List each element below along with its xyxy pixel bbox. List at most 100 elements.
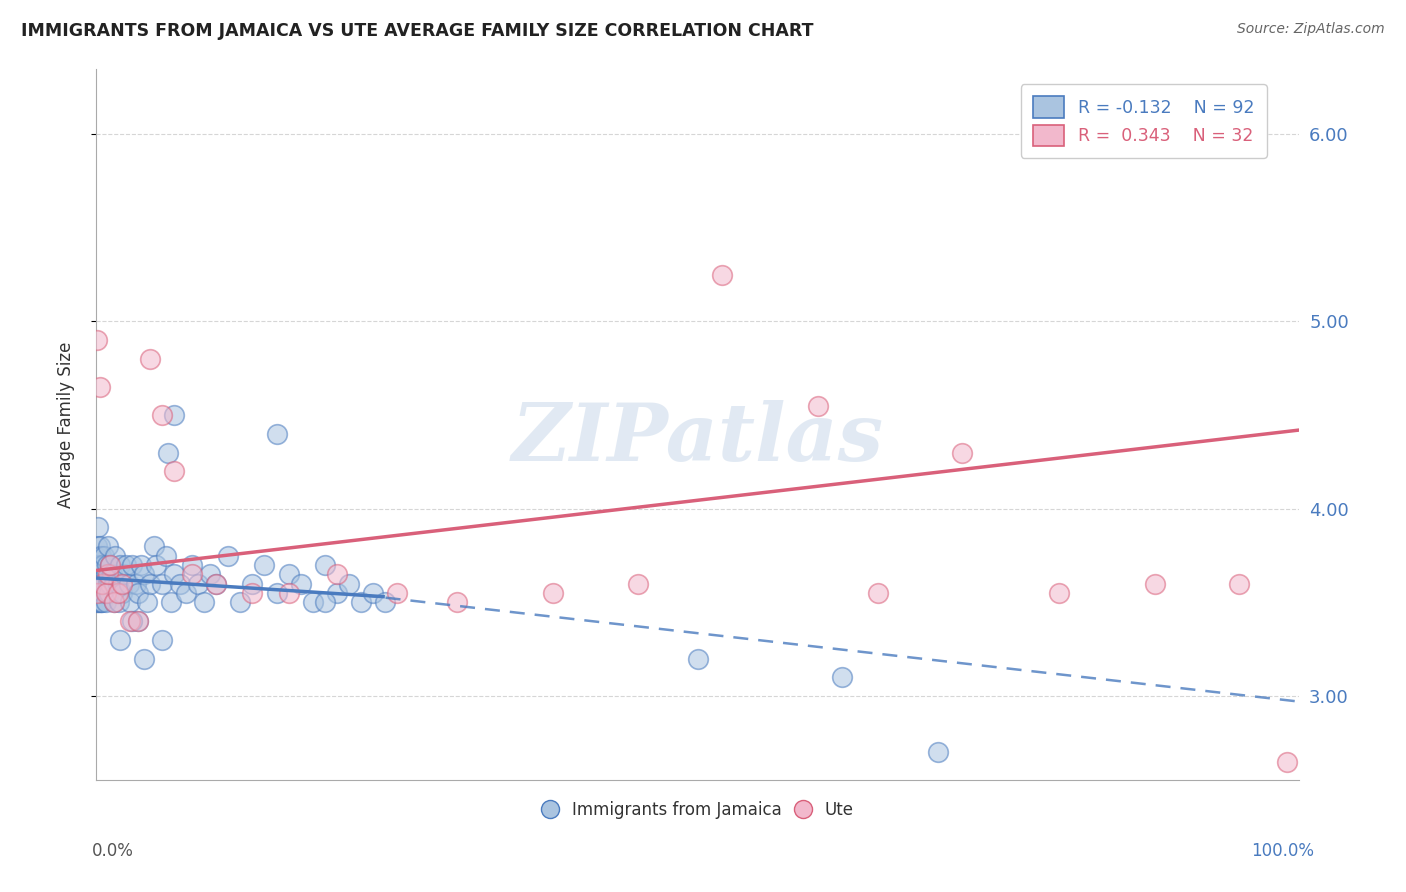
Point	[118, 614, 141, 628]
Point	[134, 651, 156, 665]
Point	[266, 426, 288, 441]
Point	[118, 595, 141, 609]
Point	[710, 268, 733, 282]
Point	[103, 595, 125, 609]
Point	[361, 586, 384, 600]
Point	[97, 576, 120, 591]
Point	[104, 549, 127, 563]
Point	[90, 576, 112, 591]
Point	[385, 586, 408, 600]
Point	[100, 558, 122, 572]
Point	[129, 558, 152, 572]
Point	[91, 586, 114, 600]
Point	[93, 549, 115, 563]
Point	[112, 567, 135, 582]
Point	[100, 576, 122, 591]
Point	[193, 595, 215, 609]
Point	[111, 576, 134, 591]
Point	[84, 567, 107, 582]
Point	[108, 595, 131, 609]
Point	[686, 651, 709, 665]
Point	[91, 558, 114, 572]
Point	[91, 558, 114, 572]
Point	[89, 539, 111, 553]
Point	[927, 745, 949, 759]
Text: IMMIGRANTS FROM JAMAICA VS UTE AVERAGE FAMILY SIZE CORRELATION CHART: IMMIGRANTS FROM JAMAICA VS UTE AVERAGE F…	[21, 22, 814, 40]
Point	[84, 586, 107, 600]
Point	[94, 586, 117, 600]
Point	[91, 576, 114, 591]
Point	[952, 445, 974, 459]
Point	[87, 520, 110, 534]
Point	[139, 351, 162, 366]
Point	[90, 595, 112, 609]
Point	[266, 586, 288, 600]
Point	[84, 549, 107, 563]
Point	[91, 595, 114, 609]
Point	[115, 558, 138, 572]
Point	[314, 595, 336, 609]
Legend: Immigrants from Jamaica, Ute: Immigrants from Jamaica, Ute	[534, 794, 860, 825]
Point	[831, 670, 853, 684]
Point	[277, 567, 299, 582]
Point	[150, 408, 173, 422]
Point	[205, 576, 228, 591]
Point	[174, 586, 197, 600]
Point	[163, 408, 186, 422]
Point	[1227, 576, 1250, 591]
Text: 100.0%: 100.0%	[1251, 842, 1315, 860]
Point	[1047, 586, 1070, 600]
Point	[86, 586, 108, 600]
Point	[163, 567, 186, 582]
Point	[139, 576, 162, 591]
Point	[96, 586, 118, 600]
Point	[111, 586, 134, 600]
Point	[94, 567, 117, 582]
Point	[301, 595, 323, 609]
Point	[135, 595, 157, 609]
Point	[87, 558, 110, 572]
Point	[290, 576, 312, 591]
Point	[108, 558, 131, 572]
Point	[626, 576, 648, 591]
Point	[314, 558, 336, 572]
Point	[337, 576, 360, 591]
Point	[325, 586, 347, 600]
Point	[100, 567, 122, 582]
Point	[229, 595, 252, 609]
Point	[86, 595, 108, 609]
Point	[103, 595, 125, 609]
Point	[100, 558, 122, 572]
Point	[1143, 576, 1166, 591]
Point	[157, 445, 180, 459]
Point	[543, 586, 565, 600]
Point	[121, 558, 143, 572]
Text: ZIPatlas: ZIPatlas	[512, 400, 884, 477]
Point	[89, 595, 111, 609]
Point	[807, 399, 830, 413]
Point	[89, 576, 111, 591]
Point	[97, 567, 120, 582]
Point	[107, 586, 129, 600]
Point	[103, 576, 125, 591]
Y-axis label: Average Family Size: Average Family Size	[58, 342, 75, 508]
Point	[87, 595, 110, 609]
Point	[325, 567, 347, 582]
Point	[108, 632, 131, 647]
Point	[86, 333, 108, 347]
Point	[187, 576, 209, 591]
Point	[350, 595, 373, 609]
Point	[242, 576, 264, 591]
Point	[96, 558, 118, 572]
Point	[97, 539, 120, 553]
Point	[134, 567, 156, 582]
Point	[86, 576, 108, 591]
Point	[87, 576, 110, 591]
Point	[93, 576, 115, 591]
Point	[86, 539, 108, 553]
Point	[868, 586, 890, 600]
Point	[142, 539, 165, 553]
Point	[94, 595, 117, 609]
Point	[205, 576, 228, 591]
Point	[90, 549, 112, 563]
